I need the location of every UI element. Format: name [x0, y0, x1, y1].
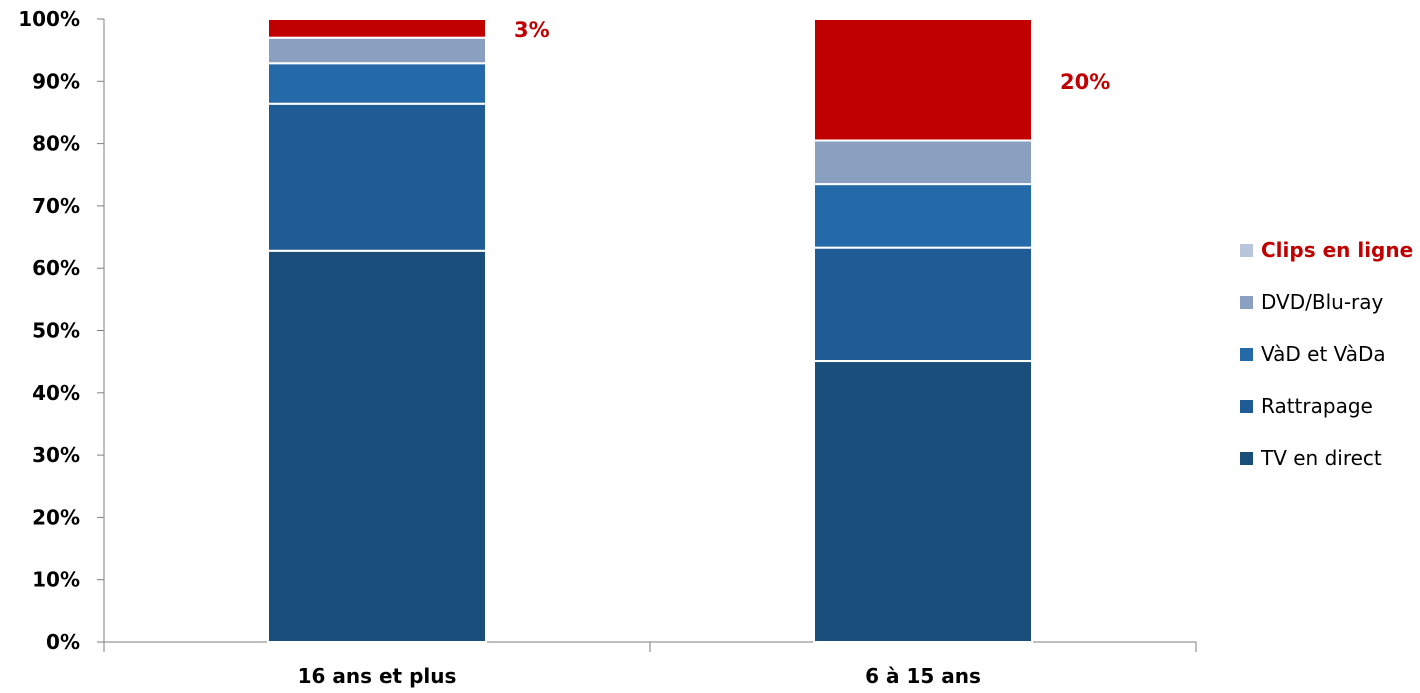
y-tick-label: 20%: [32, 505, 80, 529]
category-label: 16 ans et plus: [298, 664, 457, 688]
bar-segment-tv-en-direct: [267, 249, 487, 643]
y-tick-label: 100%: [18, 7, 80, 31]
data-label: 3%: [514, 18, 550, 42]
bar-segment-rattrapage: [813, 246, 1033, 363]
y-tick-label: 80%: [32, 132, 80, 156]
y-tick-label: 90%: [32, 69, 80, 93]
legend-item: Rattrapage: [1240, 388, 1413, 424]
legend-swatch: [1240, 451, 1253, 465]
y-tick-label: 40%: [32, 381, 80, 405]
data-label: 20%: [1060, 70, 1110, 94]
legend-item: DVD/Blu-ray: [1240, 284, 1413, 320]
bar-segment-clips-en-ligne: [267, 18, 487, 39]
legend-swatch: [1240, 243, 1253, 257]
bar-segment-dvd-blu-ray: [267, 36, 487, 65]
bar-segment-v-d-et-v-da: [813, 183, 1033, 249]
legend-label: TV en direct: [1261, 446, 1382, 470]
legend-label: Rattrapage: [1261, 394, 1373, 418]
legend-swatch: [1240, 295, 1253, 309]
legend-label: VàD et VàDa: [1261, 342, 1386, 366]
legend-item: VàD et VàDa: [1240, 336, 1413, 372]
bar-segment-clips-en-ligne: [813, 18, 1033, 142]
y-tick-label: 50%: [32, 319, 80, 343]
bar-segment-tv-en-direct: [813, 360, 1033, 643]
bar-segment-v-d-et-v-da: [267, 62, 487, 105]
legend-label: DVD/Blu-ray: [1261, 290, 1384, 314]
legend-label: Clips en ligne: [1261, 238, 1414, 262]
bar-segment-dvd-blu-ray: [813, 139, 1033, 186]
y-tick-label: 10%: [32, 568, 80, 592]
y-tick-label: 60%: [32, 256, 80, 280]
y-tick-label: 70%: [32, 194, 80, 218]
chart-legend: Clips en ligne DVD/Blu-ray VàD et VàDa Ratt…: [1240, 232, 1413, 492]
legend-item: TV en direct: [1240, 440, 1413, 476]
y-tick-label: 0%: [46, 630, 80, 654]
legend-swatch: [1240, 347, 1253, 361]
category-label: 6 à 15 ans: [865, 664, 981, 688]
bar-segment-rattrapage: [267, 102, 487, 252]
legend-item: Clips en ligne: [1240, 232, 1413, 268]
y-tick-label: 30%: [32, 443, 80, 467]
legend-swatch: [1240, 399, 1253, 413]
